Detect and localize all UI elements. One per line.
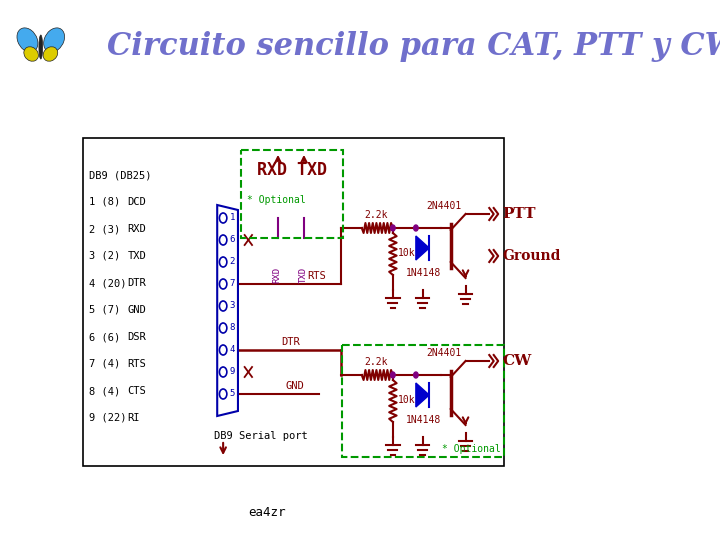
Circle shape	[220, 279, 227, 289]
Text: 3 (2): 3 (2)	[89, 251, 120, 261]
Circle shape	[220, 389, 227, 399]
Polygon shape	[217, 205, 238, 416]
Text: DB9 Serial port: DB9 Serial port	[214, 431, 307, 441]
Text: DCD: DCD	[127, 197, 146, 207]
Text: TXD: TXD	[299, 267, 307, 283]
Circle shape	[220, 235, 227, 245]
Text: 3: 3	[230, 301, 235, 310]
Text: RXD TXD: RXD TXD	[257, 161, 327, 179]
Text: CW: CW	[503, 354, 532, 368]
Text: GND: GND	[127, 305, 146, 315]
Text: 2.2k: 2.2k	[364, 357, 387, 367]
Ellipse shape	[44, 28, 65, 52]
Text: RTS: RTS	[127, 359, 146, 369]
Text: TXD: TXD	[127, 251, 146, 261]
Text: 1: 1	[230, 213, 235, 222]
Polygon shape	[416, 236, 429, 260]
Text: 5: 5	[230, 389, 235, 399]
Text: 7: 7	[230, 280, 235, 288]
Circle shape	[391, 372, 395, 378]
Text: * Optional: * Optional	[442, 444, 501, 454]
Ellipse shape	[39, 35, 42, 59]
Ellipse shape	[17, 28, 38, 52]
Text: 4: 4	[230, 346, 235, 354]
Text: CTS: CTS	[127, 386, 146, 396]
Text: 8: 8	[230, 323, 235, 333]
Text: * Optional: * Optional	[247, 195, 305, 205]
Text: 2 (3): 2 (3)	[89, 224, 120, 234]
Circle shape	[220, 367, 227, 377]
Text: 6: 6	[230, 235, 235, 245]
Text: DB9 (DB25): DB9 (DB25)	[89, 170, 151, 180]
Text: PTT: PTT	[503, 207, 536, 221]
Circle shape	[414, 372, 418, 378]
Text: 5 (7): 5 (7)	[89, 305, 120, 315]
Text: DTR: DTR	[282, 337, 300, 347]
Text: 2.2k: 2.2k	[364, 210, 387, 220]
Text: DTR: DTR	[127, 278, 146, 288]
Text: 10k: 10k	[398, 395, 415, 405]
Ellipse shape	[43, 47, 58, 61]
Ellipse shape	[24, 47, 38, 61]
Text: DSR: DSR	[127, 332, 146, 342]
Text: 9 (22): 9 (22)	[89, 413, 127, 423]
Text: 7 (4): 7 (4)	[89, 359, 120, 369]
Text: 6 (6): 6 (6)	[89, 332, 120, 342]
Text: 2: 2	[230, 258, 235, 267]
Text: 1 (8): 1 (8)	[89, 197, 120, 207]
Text: 1N4148: 1N4148	[405, 268, 441, 278]
Circle shape	[414, 225, 418, 231]
Bar	[83, 138, 504, 466]
Circle shape	[220, 301, 227, 311]
Circle shape	[220, 257, 227, 267]
Text: RXD: RXD	[127, 224, 146, 234]
Text: GND: GND	[285, 381, 304, 391]
Text: Ground: Ground	[503, 249, 561, 263]
Text: 2N4401: 2N4401	[426, 348, 462, 358]
Text: 1N4148: 1N4148	[405, 415, 441, 425]
Polygon shape	[416, 383, 429, 407]
Text: Circuito sencillo para CAT, PTT y CW: Circuito sencillo para CAT, PTT y CW	[107, 31, 720, 63]
Circle shape	[220, 213, 227, 223]
Text: 2N4401: 2N4401	[426, 201, 462, 211]
Text: 9: 9	[230, 368, 235, 376]
Text: RI: RI	[127, 413, 140, 423]
Text: 8 (4): 8 (4)	[89, 386, 120, 396]
Circle shape	[220, 323, 227, 333]
Circle shape	[391, 225, 395, 231]
Circle shape	[220, 345, 227, 355]
Text: 4 (20): 4 (20)	[89, 278, 127, 288]
Text: 10k: 10k	[398, 248, 415, 258]
Text: RTS: RTS	[307, 271, 326, 281]
Text: RXD: RXD	[273, 267, 282, 283]
Text: ea4zr: ea4zr	[248, 505, 286, 518]
